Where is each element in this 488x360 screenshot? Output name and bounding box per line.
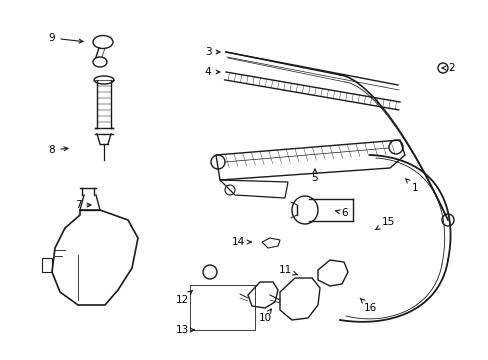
Text: 13: 13 bbox=[175, 325, 194, 335]
Text: 10: 10 bbox=[258, 309, 271, 323]
Text: 1: 1 bbox=[405, 179, 417, 193]
Text: 6: 6 bbox=[335, 208, 347, 218]
Text: 14: 14 bbox=[231, 237, 250, 247]
Text: 15: 15 bbox=[375, 217, 394, 229]
Text: 4: 4 bbox=[204, 67, 220, 77]
Text: 3: 3 bbox=[204, 47, 220, 57]
Text: 9: 9 bbox=[49, 33, 83, 43]
Text: 12: 12 bbox=[175, 290, 192, 305]
Text: 7: 7 bbox=[75, 200, 91, 210]
Text: 11: 11 bbox=[278, 265, 297, 275]
Text: 5: 5 bbox=[311, 169, 318, 183]
Text: 8: 8 bbox=[49, 145, 68, 155]
Text: 16: 16 bbox=[360, 298, 376, 313]
Text: 2: 2 bbox=[441, 63, 454, 73]
